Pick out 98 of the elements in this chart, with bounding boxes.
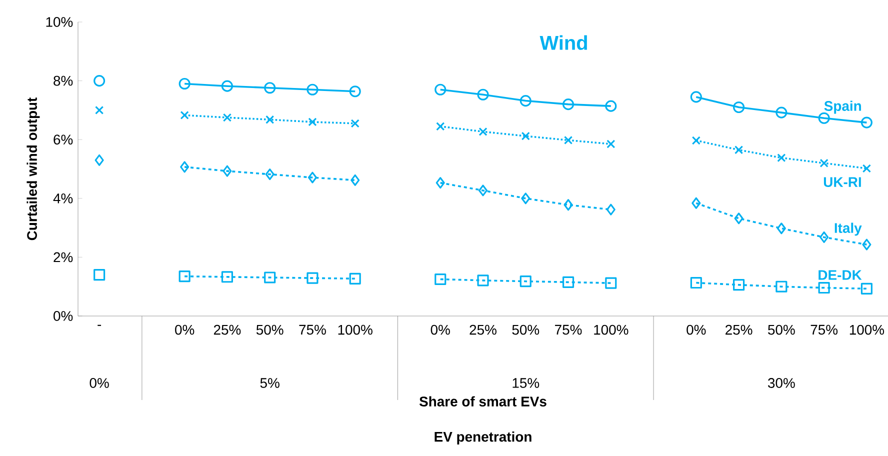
x-tick-label: 0% [686, 324, 706, 335]
point [564, 199, 573, 211]
x-tick-label: 50% [256, 324, 284, 335]
point [860, 116, 872, 128]
text: 0% [90, 378, 109, 388]
point [776, 280, 788, 292]
point [733, 101, 745, 114]
point [306, 272, 318, 284]
x-tick-label: 50% [512, 324, 540, 335]
x-tick-label: 75% [555, 324, 582, 335]
x-tick-label: 50% [768, 324, 795, 335]
point [562, 98, 574, 110]
y-tick-label: 4% [53, 194, 73, 204]
x-axis-title: Share of smart EVs [419, 396, 546, 406]
point [178, 270, 190, 282]
series-label: DE-DK [818, 270, 862, 280]
point [862, 164, 872, 173]
x-tick-label: 25% [726, 324, 752, 335]
point [221, 271, 233, 283]
point [94, 75, 106, 87]
point [264, 82, 276, 94]
x-tick-label: - [98, 324, 102, 326]
y-tick-label: 6% [54, 134, 73, 145]
point [350, 174, 360, 186]
point [221, 80, 233, 92]
point [818, 282, 830, 294]
point [733, 279, 745, 291]
y-tick-label: 8% [54, 76, 73, 86]
point [692, 136, 700, 145]
point [264, 272, 276, 284]
point [562, 276, 574, 288]
point [520, 95, 532, 107]
point [818, 112, 830, 124]
point [308, 172, 318, 184]
x-tick-label: 0% [175, 324, 194, 335]
point [776, 106, 788, 118]
point [820, 158, 828, 168]
x-tick-label: 100% [338, 324, 372, 335]
point [266, 115, 274, 124]
text: 15% [512, 378, 540, 388]
point [564, 136, 573, 145]
point [222, 113, 232, 122]
point [606, 140, 616, 148]
x-tick-label: 0% [430, 324, 450, 335]
x-tick-label: 25% [214, 324, 241, 335]
x-tick-label: 100% [594, 324, 628, 335]
point [606, 204, 616, 216]
point [776, 222, 786, 234]
text: Wind [540, 35, 587, 50]
point [521, 132, 530, 140]
point [222, 165, 232, 177]
y-tick-label: 0% [54, 311, 73, 321]
point [605, 277, 617, 289]
point [820, 231, 829, 243]
point [692, 197, 701, 209]
x-tick-label: 100% [850, 324, 884, 335]
point [777, 154, 786, 162]
text: EV penetration [434, 431, 532, 444]
y-tick-label: 10% [46, 17, 73, 27]
point [178, 78, 190, 90]
x-tick-label: 75% [810, 324, 838, 335]
point [690, 276, 702, 289]
text: 30% [768, 378, 795, 388]
point [434, 273, 446, 286]
point [94, 154, 104, 166]
point [734, 146, 744, 154]
x-tick-label: 25% [470, 324, 496, 335]
point [477, 88, 489, 100]
point [350, 119, 360, 128]
point [478, 127, 488, 136]
series-label: Italy [834, 222, 862, 236]
point [94, 106, 104, 115]
point [478, 184, 488, 196]
point [265, 168, 274, 180]
point [520, 276, 532, 288]
y-tick-label: 2% [54, 252, 73, 262]
point [349, 272, 361, 284]
point [862, 238, 872, 250]
series-label: UK-RI [824, 177, 861, 187]
text: 5% [260, 378, 280, 388]
point [734, 212, 744, 224]
point [434, 84, 446, 96]
x-tick-label: 75% [299, 324, 326, 335]
y-axis-title: Curtailed wind output [26, 98, 40, 240]
point [605, 100, 617, 112]
point [690, 91, 702, 103]
point [94, 269, 106, 281]
point [180, 110, 189, 120]
point [306, 84, 318, 96]
point [436, 122, 445, 131]
point [436, 177, 445, 189]
series-label: Spain [824, 100, 861, 114]
point [521, 192, 530, 204]
point [860, 282, 872, 294]
point [477, 274, 489, 286]
point [180, 161, 190, 173]
point [349, 86, 361, 98]
point [308, 118, 317, 126]
